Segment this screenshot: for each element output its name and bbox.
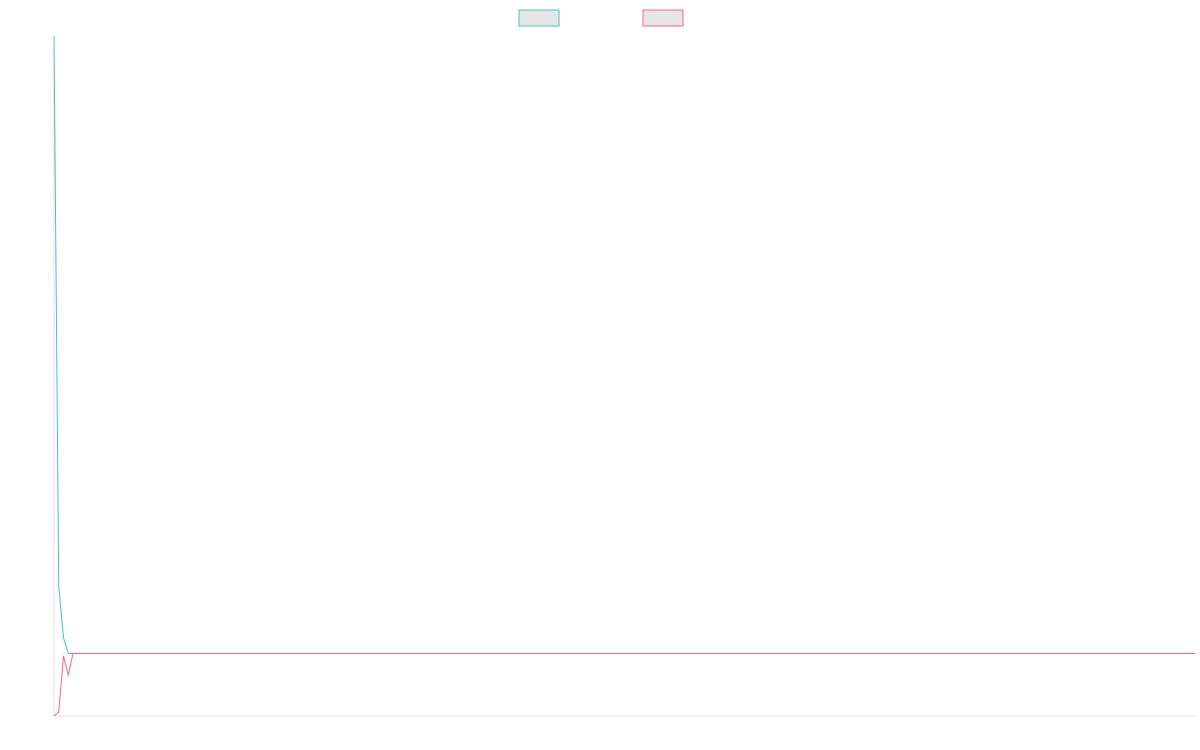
axes (53, 36, 1195, 717)
legend (518, 9, 684, 27)
series-line-1 (53, 35, 1195, 654)
legend-swatch-1[interactable] (518, 9, 560, 27)
legend-swatch-2[interactable] (642, 9, 684, 27)
series-line-2 (53, 652, 1195, 717)
series-group (53, 35, 1195, 717)
